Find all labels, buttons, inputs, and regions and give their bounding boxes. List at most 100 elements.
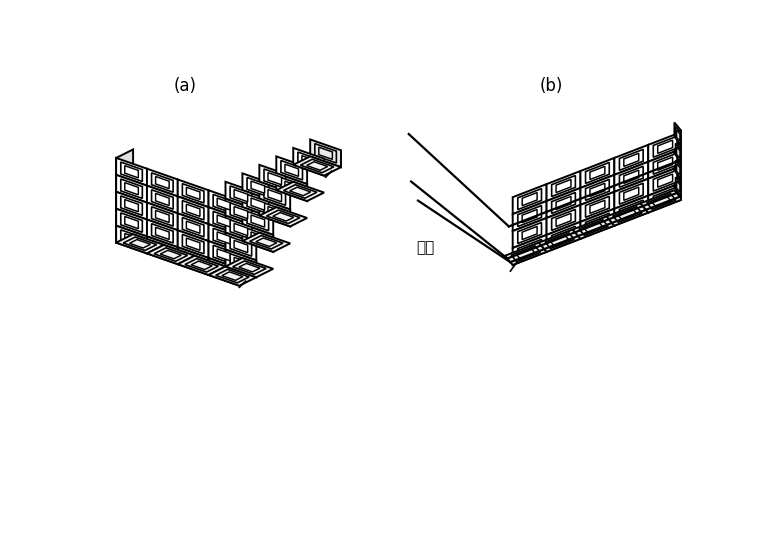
Polygon shape	[654, 153, 677, 174]
Polygon shape	[614, 179, 648, 209]
Polygon shape	[676, 147, 680, 158]
Polygon shape	[619, 183, 643, 204]
Polygon shape	[230, 237, 252, 256]
Polygon shape	[156, 210, 169, 223]
Polygon shape	[573, 216, 614, 239]
Polygon shape	[213, 245, 235, 265]
Polygon shape	[182, 183, 204, 203]
Polygon shape	[186, 255, 200, 267]
Polygon shape	[647, 194, 676, 209]
Polygon shape	[581, 209, 614, 239]
Polygon shape	[259, 165, 290, 193]
Polygon shape	[160, 250, 182, 259]
Polygon shape	[182, 217, 204, 237]
Polygon shape	[277, 156, 307, 184]
Polygon shape	[511, 246, 540, 262]
Polygon shape	[156, 176, 169, 189]
Polygon shape	[230, 203, 252, 222]
Polygon shape	[546, 171, 581, 201]
Polygon shape	[251, 215, 264, 227]
Polygon shape	[156, 244, 169, 257]
Polygon shape	[518, 205, 541, 227]
Polygon shape	[590, 200, 605, 213]
Polygon shape	[233, 261, 266, 275]
Polygon shape	[293, 148, 324, 176]
Polygon shape	[121, 196, 142, 215]
Polygon shape	[147, 236, 178, 264]
Polygon shape	[654, 187, 677, 208]
Polygon shape	[267, 210, 300, 223]
Polygon shape	[657, 157, 673, 170]
Polygon shape	[264, 186, 286, 205]
Polygon shape	[116, 209, 147, 236]
Polygon shape	[606, 203, 648, 225]
Polygon shape	[123, 237, 157, 251]
Polygon shape	[556, 180, 571, 193]
Polygon shape	[552, 227, 575, 247]
Polygon shape	[213, 211, 235, 231]
Polygon shape	[273, 212, 294, 221]
Polygon shape	[624, 204, 638, 217]
Polygon shape	[178, 247, 208, 275]
Polygon shape	[186, 187, 200, 199]
Polygon shape	[116, 158, 147, 186]
Polygon shape	[657, 140, 673, 153]
Polygon shape	[556, 197, 571, 210]
Polygon shape	[125, 165, 138, 178]
Polygon shape	[579, 220, 608, 235]
Text: (b): (b)	[540, 76, 563, 94]
Polygon shape	[302, 156, 315, 168]
Polygon shape	[676, 130, 680, 141]
Polygon shape	[178, 256, 226, 275]
Polygon shape	[121, 230, 142, 249]
Polygon shape	[208, 190, 239, 218]
Polygon shape	[552, 175, 575, 197]
Polygon shape	[226, 258, 274, 277]
Polygon shape	[505, 242, 546, 265]
Polygon shape	[285, 181, 299, 193]
Polygon shape	[242, 224, 274, 252]
Polygon shape	[654, 136, 677, 157]
Polygon shape	[613, 207, 642, 222]
Polygon shape	[614, 162, 648, 192]
Polygon shape	[277, 182, 324, 201]
Polygon shape	[619, 210, 637, 219]
Polygon shape	[234, 223, 248, 236]
Polygon shape	[674, 122, 682, 149]
Polygon shape	[125, 199, 138, 212]
Polygon shape	[116, 217, 133, 242]
Polygon shape	[230, 220, 252, 239]
Polygon shape	[156, 227, 169, 240]
Polygon shape	[648, 182, 682, 212]
Polygon shape	[298, 152, 319, 171]
Polygon shape	[234, 189, 248, 202]
Text: 锂筋: 锂筋	[416, 240, 435, 255]
Polygon shape	[259, 207, 307, 227]
Polygon shape	[178, 213, 208, 241]
Polygon shape	[216, 269, 249, 283]
Polygon shape	[151, 173, 173, 192]
Polygon shape	[226, 233, 256, 260]
Polygon shape	[676, 177, 681, 195]
Polygon shape	[154, 248, 188, 262]
Polygon shape	[310, 139, 341, 167]
Polygon shape	[522, 210, 537, 223]
Polygon shape	[539, 229, 581, 252]
Polygon shape	[518, 188, 541, 210]
Polygon shape	[116, 175, 147, 203]
Polygon shape	[518, 222, 541, 244]
Polygon shape	[186, 238, 200, 250]
Polygon shape	[116, 225, 147, 253]
Polygon shape	[121, 213, 142, 232]
Polygon shape	[251, 198, 264, 210]
Polygon shape	[584, 223, 603, 233]
Polygon shape	[208, 207, 239, 235]
Polygon shape	[230, 254, 252, 273]
Polygon shape	[624, 170, 638, 183]
Polygon shape	[513, 235, 546, 265]
Polygon shape	[121, 162, 142, 181]
Polygon shape	[242, 207, 274, 235]
Polygon shape	[581, 192, 614, 222]
Polygon shape	[259, 199, 290, 227]
Polygon shape	[230, 186, 252, 205]
